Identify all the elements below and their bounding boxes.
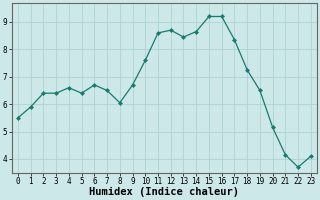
- X-axis label: Humidex (Indice chaleur): Humidex (Indice chaleur): [89, 187, 239, 197]
